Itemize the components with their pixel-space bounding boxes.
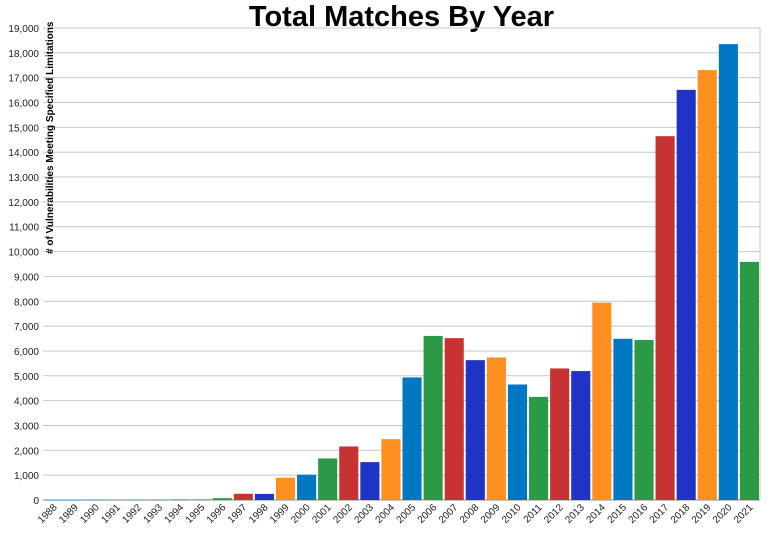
bar-1992 — [128, 499, 148, 501]
x-tick-label: 2021 — [732, 502, 756, 526]
bar-2015 — [613, 338, 633, 500]
y-axis-ticks: 0 1,000 2,000 3,000 4,000 5,000 6,000 7,000 8,00… — [8, 24, 39, 507]
y-tick-label: 1,000 — [14, 471, 39, 482]
y-tick-label: 12,000 — [8, 198, 39, 209]
bar-2018 — [676, 89, 696, 500]
x-tick-label: 2005 — [395, 502, 419, 526]
x-tick-label: 2007 — [437, 502, 461, 526]
bar-2006 — [423, 335, 443, 500]
bar-2017 — [655, 136, 675, 500]
bar-2019 — [697, 70, 717, 501]
y-tick-label: 11,000 — [9, 223, 39, 234]
bar-1995 — [191, 499, 211, 500]
bar-2004 — [381, 439, 401, 500]
bar-2007 — [444, 338, 464, 500]
y-tick-label: 7,000 — [14, 322, 39, 333]
bar-2012 — [550, 368, 570, 500]
bar-2013 — [571, 371, 591, 500]
bar-1991 — [107, 499, 127, 501]
y-tick-label: 6,000 — [14, 347, 39, 358]
y-tick-label: 3,000 — [14, 421, 39, 432]
x-tick-label: 2010 — [500, 502, 524, 526]
y-tick-label: 4,000 — [14, 397, 39, 408]
x-tick-label: 2014 — [584, 502, 608, 526]
x-tick-label: 1999 — [268, 502, 292, 526]
x-tick-label: 2004 — [374, 502, 398, 526]
x-tick-label: 1991 — [99, 502, 123, 526]
y-tick-label: 15,000 — [8, 123, 39, 134]
y-tick-label: 13,000 — [8, 173, 39, 184]
x-tick-label: 1996 — [205, 502, 229, 526]
y-tick-label: 9,000 — [14, 272, 39, 283]
y-tick-label: 19,000 — [8, 24, 39, 35]
x-tick-label: 2003 — [352, 502, 376, 526]
x-tick-label: 1993 — [142, 502, 166, 526]
y-tick-label: 8,000 — [14, 297, 39, 308]
bar-1997 — [233, 493, 253, 500]
x-tick-label: 2013 — [563, 502, 587, 526]
grid-lines — [43, 27, 761, 501]
bar-1994 — [170, 499, 190, 500]
bar-2021 — [739, 261, 759, 500]
bar-2016 — [634, 339, 654, 500]
y-axis-label: # of Vulnerabilities Meeting Specified L… — [45, 21, 56, 254]
x-tick-label: 2006 — [416, 502, 440, 526]
x-tick-label: 1989 — [57, 502, 81, 526]
x-tick-label: 2017 — [648, 502, 672, 526]
bar-1998 — [254, 493, 274, 500]
x-tick-label: 1997 — [226, 502, 250, 526]
x-tick-label: 2016 — [627, 502, 651, 526]
bar-2011 — [529, 396, 549, 500]
bar-1999 — [275, 477, 296, 500]
x-tick-label: 1988 — [36, 502, 60, 526]
x-tick-label: 2012 — [542, 502, 566, 526]
x-axis-ticks: 1988198919901991199219931994199519961997… — [36, 502, 756, 526]
bar-2000 — [297, 474, 317, 500]
bar-1990 — [86, 499, 106, 501]
y-tick-label: 10,000 — [8, 248, 39, 259]
bar-2008 — [465, 360, 485, 500]
y-tick-label: 16,000 — [8, 99, 39, 110]
bar-2014 — [592, 302, 612, 500]
bar-2010 — [507, 384, 528, 500]
x-tick-label: 2011 — [522, 502, 545, 525]
x-tick-label: 2009 — [479, 502, 503, 526]
x-tick-label: 2002 — [331, 502, 355, 526]
x-tick-label: 2020 — [711, 502, 735, 526]
y-tick-label: 14,000 — [8, 148, 39, 159]
x-tick-label: 2001 — [310, 502, 334, 526]
x-tick-label: 2015 — [606, 502, 630, 526]
x-tick-label: 1990 — [78, 502, 102, 526]
y-tick-label: 2,000 — [14, 446, 39, 457]
bars — [44, 44, 759, 501]
bar-2005 — [402, 377, 422, 500]
y-tick-label: 0 — [33, 496, 39, 507]
bar-1989 — [65, 499, 85, 501]
bar-2020 — [718, 44, 738, 500]
bar-1996 — [212, 498, 232, 500]
x-tick-label: 2008 — [458, 502, 482, 526]
x-tick-label: 2019 — [690, 502, 714, 526]
y-tick-label: 18,000 — [8, 49, 39, 60]
x-tick-label: 1992 — [121, 502, 145, 526]
bar-2009 — [486, 357, 506, 500]
x-tick-label: 1995 — [184, 502, 208, 526]
y-tick-label: 5,000 — [14, 372, 39, 383]
bar-2002 — [339, 446, 359, 500]
x-tick-label: 1998 — [247, 502, 271, 526]
x-tick-label: 2018 — [669, 502, 693, 526]
bar-1993 — [149, 499, 169, 501]
bar-2003 — [360, 462, 380, 500]
bar-1988 — [44, 499, 64, 501]
x-tick-label: 1994 — [163, 502, 187, 526]
y-tick-label: 17,000 — [8, 74, 39, 85]
bar-2001 — [318, 458, 338, 500]
x-tick-label: 2000 — [289, 502, 313, 526]
